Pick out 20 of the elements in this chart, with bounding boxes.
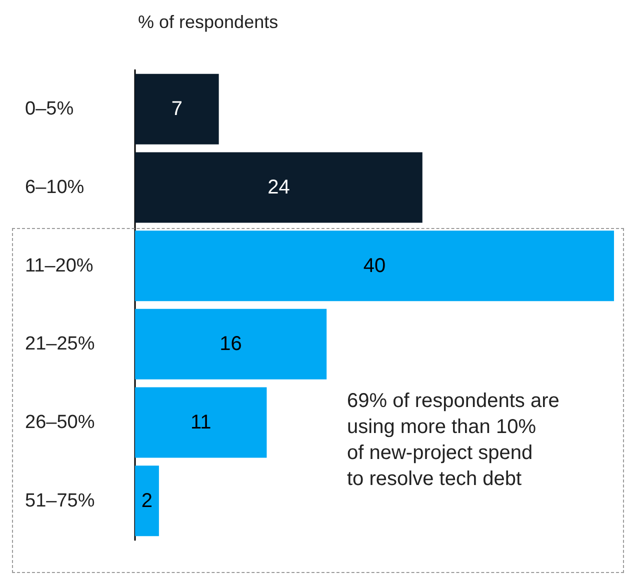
y-tick-label: 0–5%: [25, 98, 74, 120]
data-label: 40: [363, 254, 386, 277]
bar: [135, 152, 422, 223]
y-tick-label: 11–20%: [25, 255, 94, 276]
y-tick-label: 6–10%: [25, 177, 84, 198]
data-label: 11: [190, 412, 212, 434]
data-label: 2: [141, 490, 153, 512]
bar: [135, 308, 327, 380]
annotation: 69% of respondents are using more than 10% of new-project spend to resolve tech debt: [347, 390, 560, 490]
y-tick-label: 51–75%: [25, 490, 95, 512]
data-label: 24: [268, 176, 290, 198]
bar: [135, 387, 267, 458]
data-label: 7: [171, 98, 182, 120]
bar: [135, 74, 219, 144]
bar: [135, 466, 159, 536]
y-tick-label: 21–25%: [25, 334, 95, 355]
data-label: 16: [220, 333, 242, 356]
bar: [135, 230, 614, 302]
y-tick-label: 26–50%: [25, 412, 95, 433]
x-axis-title: % of respondents: [138, 12, 278, 32]
